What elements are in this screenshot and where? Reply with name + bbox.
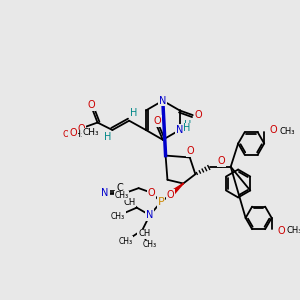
Text: P: P [158,197,164,207]
Text: N: N [101,188,109,198]
Text: N: N [176,125,183,135]
Text: CH₃: CH₃ [115,191,129,200]
Text: O: O [78,124,85,134]
Text: O: O [167,190,174,200]
Text: O: O [87,100,95,110]
Text: O: O [194,110,202,120]
Text: CH₃: CH₃ [111,212,125,220]
Text: CH₃: CH₃ [279,127,295,136]
Text: O: O [70,128,77,138]
Text: CH₃: CH₃ [286,226,300,235]
Text: O: O [63,130,69,139]
Text: O: O [270,125,277,136]
Text: CH: CH [138,229,150,238]
Polygon shape [168,184,183,196]
Text: H: H [130,108,137,118]
Text: CH: CH [123,198,135,207]
Text: O: O [277,226,285,236]
Text: C: C [117,183,123,193]
Text: O: O [218,156,225,166]
Text: O: O [148,188,155,198]
Text: H: H [184,120,192,130]
Text: CH₃: CH₃ [118,237,133,246]
Text: H: H [183,123,191,133]
Text: CH₃: CH₃ [143,240,157,249]
Text: CH₃: CH₃ [82,128,99,137]
Text: N: N [146,210,154,220]
Text: O: O [187,146,194,156]
Text: H: H [104,132,111,142]
Text: O: O [153,116,161,126]
Text: N: N [159,96,166,106]
Text: CH₃: CH₃ [69,130,85,139]
